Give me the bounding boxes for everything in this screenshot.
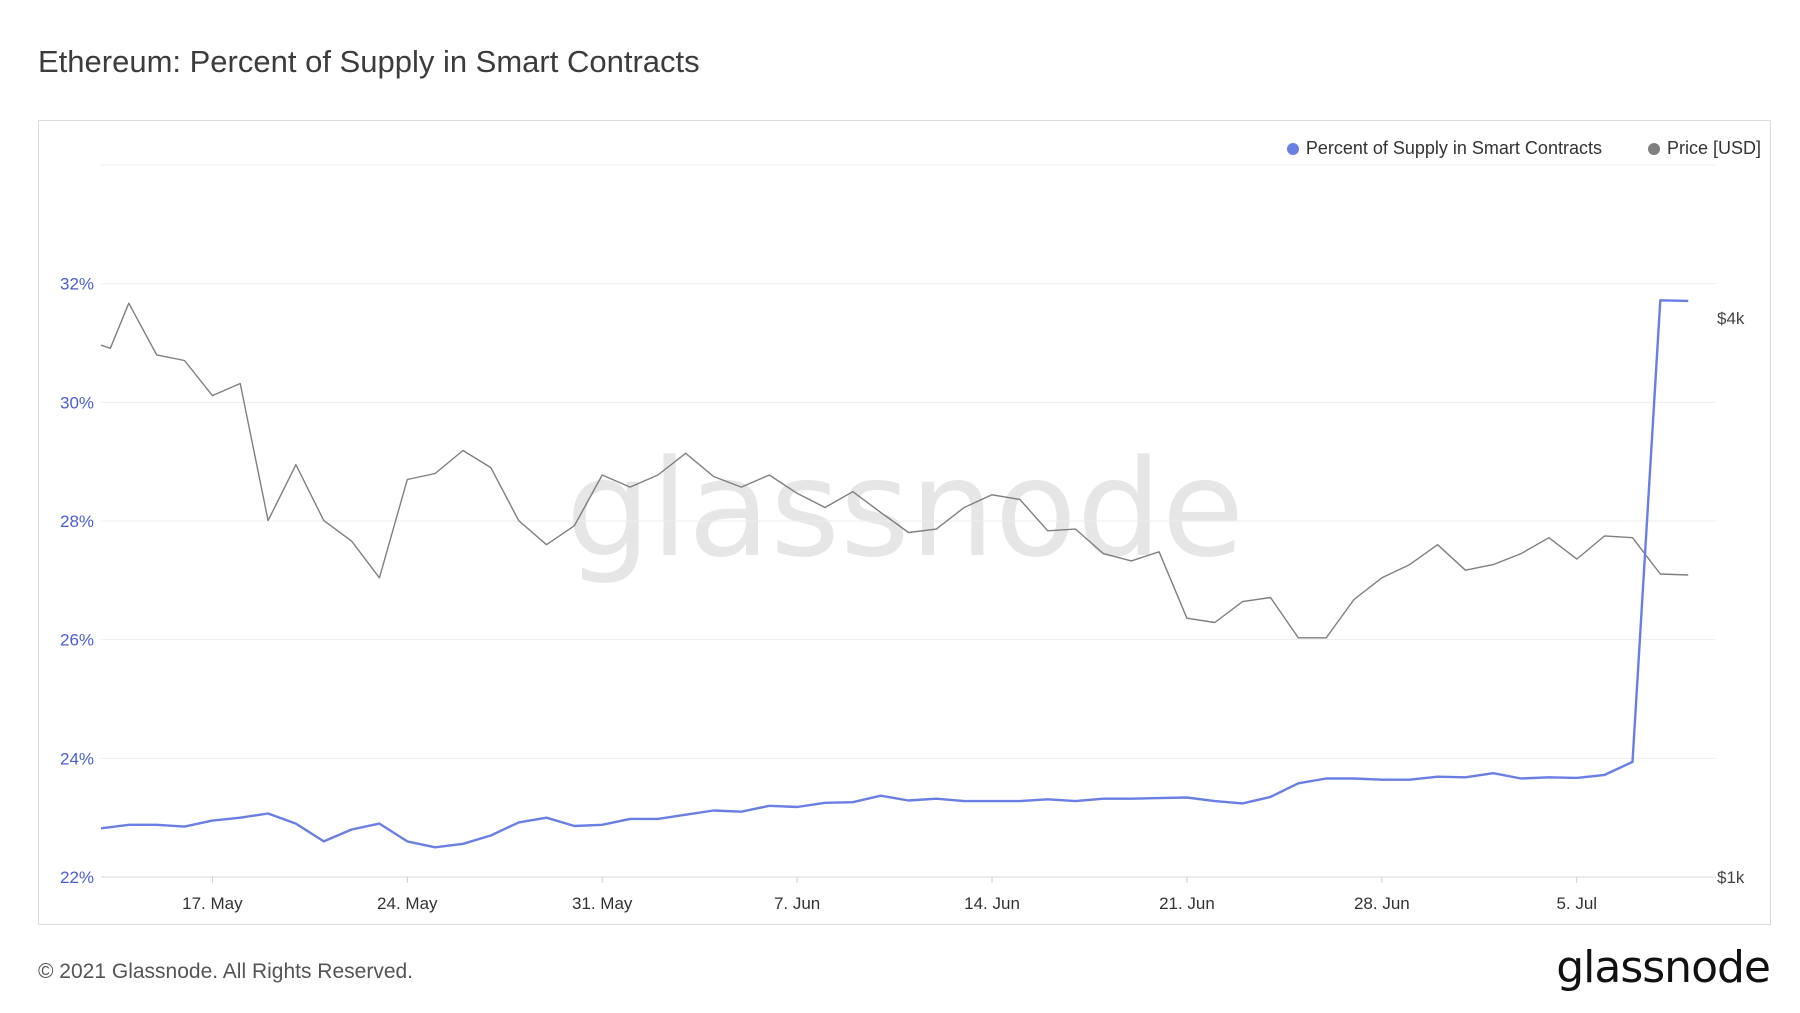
legend-item-percent-supply[interactable]: Percent of Supply in Smart Contracts: [1286, 138, 1602, 159]
gridlines: [101, 164, 1716, 878]
x-tick-label: 31. May: [572, 894, 633, 913]
chart-legend: Percent of Supply in Smart Contracts Pri…: [1286, 138, 1761, 159]
legend-dot-percent-supply: [1286, 142, 1299, 155]
series-line-percent-supply[interactable]: [100, 299, 1689, 849]
watermark: glassnode: [566, 431, 1244, 587]
y-left-tick-label: 32%: [60, 275, 94, 294]
y-left-tick-label: 24%: [60, 749, 94, 768]
series-layer: [100, 299, 1689, 849]
y-right-tick-label: $1k: [1717, 868, 1745, 887]
glassnode-logo: glassnode: [1556, 942, 1771, 993]
x-tick-label: 24. May: [377, 894, 438, 913]
x-tick-label: 17. May: [182, 894, 243, 913]
x-tick-label: 28. Jun: [1354, 894, 1410, 913]
x-tick-label: 14. Jun: [964, 894, 1020, 913]
legend-label-price: Price [USD]: [1666, 138, 1761, 158]
legend-item-price[interactable]: Price [USD]: [1647, 138, 1761, 159]
y-right-tick-label: $4k: [1717, 309, 1745, 328]
x-tick-label: 7. Jun: [774, 894, 820, 913]
legend-dot-price: [1647, 142, 1660, 155]
x-tick-label: 21. Jun: [1159, 894, 1215, 913]
y-left-tick-label: 28%: [60, 512, 94, 531]
y-left-tick-label: 30%: [60, 393, 94, 412]
chart-panel: [38, 120, 1771, 925]
x-tick-label: 5. Jul: [1556, 894, 1597, 913]
legend-label-percent-supply: Percent of Supply in Smart Contracts: [1305, 138, 1602, 158]
y-left-tick-label: 26%: [60, 631, 94, 650]
copyright-footer: © 2021 Glassnode. All Rights Reserved.: [38, 960, 414, 983]
y-left-tick-label: 22%: [60, 868, 94, 887]
series-line-price[interactable]: [100, 302, 1689, 639]
axis-layer: 22% 24% 26% 28% 30% 32% $1k $4k 17. May 24. May 31…: [60, 275, 1745, 913]
chart-title: Ethereum: Percent of Supply in Smart Con…: [38, 44, 700, 79]
